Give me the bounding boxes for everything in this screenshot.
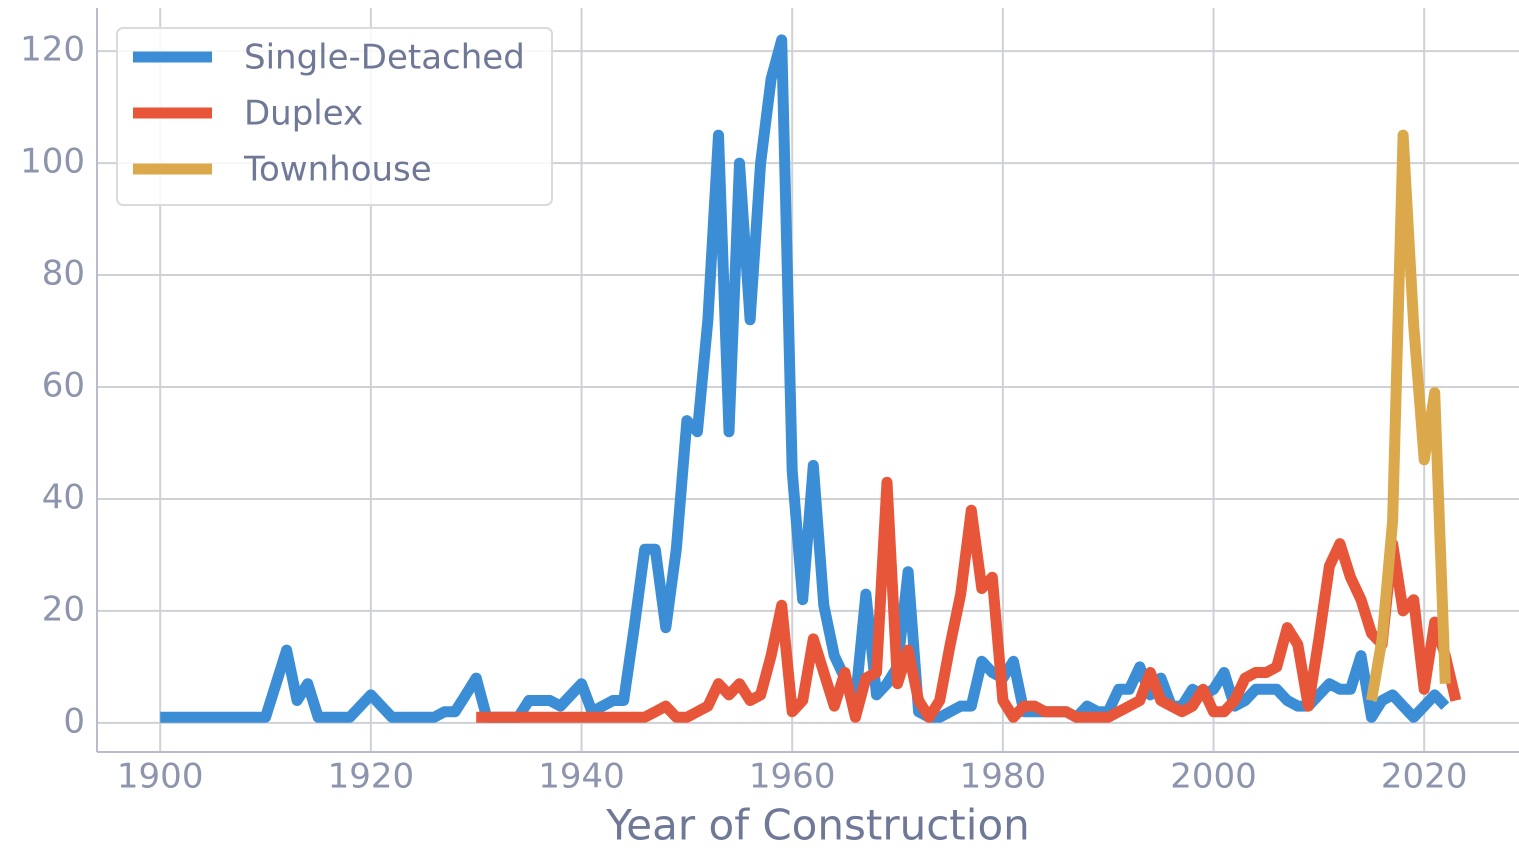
y-tick-label: 20 (42, 589, 85, 629)
line-series (476, 476, 1462, 723)
x-tick-label: 2000 (1170, 757, 1257, 797)
legend-label: Townhouse (243, 150, 432, 190)
y-tick-label: 0 (63, 701, 85, 741)
x-tick-label: 2020 (1381, 757, 1468, 797)
x-tick-label: 1940 (538, 757, 625, 797)
y-tick-label: 120 (20, 30, 85, 70)
legend: Single-Detached Duplex Townhouse (116, 27, 553, 206)
y-tick-label: 100 (20, 142, 85, 182)
line-series (160, 34, 1450, 723)
x-tick-label: 1960 (749, 757, 836, 797)
y-tick-label: 80 (42, 254, 85, 294)
x-axis-label: Year of Construction (605, 801, 1030, 850)
line-series (1366, 129, 1451, 702)
legend-label: Single-Detached (244, 38, 525, 78)
y-tick-label: 40 (42, 477, 85, 517)
x-tick-label: 1980 (960, 757, 1047, 797)
x-tick-label: 1900 (117, 757, 204, 797)
x-tick-label: 1920 (328, 757, 415, 797)
legend-frame (116, 27, 553, 206)
legend-label: Duplex (244, 94, 363, 134)
y-tick-label: 60 (42, 365, 85, 405)
